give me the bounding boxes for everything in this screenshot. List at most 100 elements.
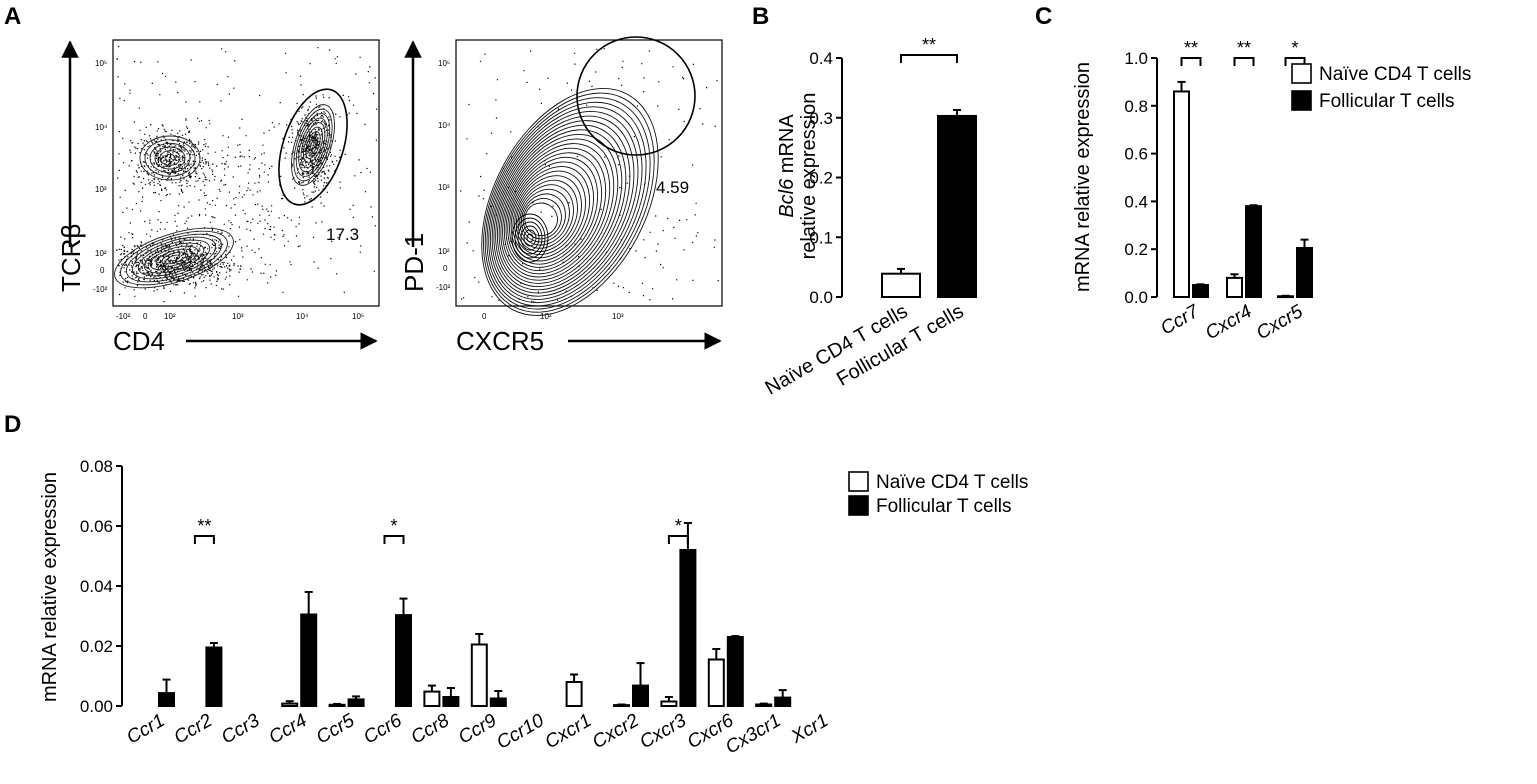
bar (1245, 205, 1262, 298)
contour-ring (515, 179, 578, 252)
bar (1277, 295, 1294, 299)
significance-bracket (1233, 57, 1255, 66)
y-tick-label: 0.08 (80, 457, 113, 476)
y-tick: 0 (100, 266, 105, 275)
y-tick-label: 0.06 (80, 517, 113, 536)
x-axis-label: CXCR5 (456, 326, 544, 356)
bar (489, 697, 507, 707)
y-axis-title-line2: relative expression (798, 93, 820, 260)
gate-percentage: 17.3 (326, 225, 359, 244)
y-tick-label: 0.0 (1124, 288, 1148, 307)
y-axis-label: TCRβ (56, 224, 86, 292)
contour-ring (507, 156, 599, 268)
flow-plot-tcrb-cd4: 17.3 TCRβ CD4 -10² 0 10² 10³ 10⁴ 10⁵ 10⁵… (56, 39, 380, 356)
contour-ring (493, 120, 631, 294)
x-tick-label: Ccr9 (455, 710, 501, 748)
y-tick-label: 0.8 (1124, 97, 1148, 116)
significance-label: ** (197, 516, 211, 536)
bar (281, 702, 299, 707)
y-tick: -10² (436, 283, 451, 292)
contour-ring (502, 143, 611, 278)
y-tick-label: 0.1 (809, 228, 833, 247)
x-tick: 10⁴ (296, 312, 309, 321)
contour-ring (514, 217, 546, 259)
x-tick-label: Ccr6 (360, 710, 406, 748)
significance-label: ** (1237, 38, 1251, 58)
contour-ring (295, 113, 331, 177)
significance-bracket (900, 54, 958, 63)
x-tick-label: Cxcr4 (1202, 301, 1255, 344)
contour-ring (524, 202, 558, 237)
y-tick: 10³ (95, 185, 107, 194)
significance-bracket (1284, 57, 1306, 66)
x-tick-label: Ccr3 (218, 710, 264, 748)
legend: Naïve CD4 T cells Follicular T cells (1291, 63, 1471, 112)
gate-ellipse (278, 88, 348, 206)
x-tick-label: Cxcr3 (636, 710, 690, 753)
y-axis-title: mRNA relative expression (39, 472, 61, 702)
bar (632, 684, 649, 707)
y-tick-label: 0.3 (809, 109, 833, 128)
chart-chemokine-receptors-full: mRNA relative expression 0.000.020.040.0… (39, 457, 1028, 758)
y-tick-label: 0.02 (80, 637, 113, 656)
y-tick-label: 0.2 (809, 169, 833, 188)
bar (660, 700, 678, 707)
y-tick-label: 0.00 (80, 697, 113, 716)
contour-ring (505, 152, 603, 272)
contour-ring (489, 110, 639, 300)
legend-label-follicular: Follicular T cells (876, 496, 1012, 517)
contour-ring (161, 251, 187, 265)
significance-bracket (1180, 57, 1202, 66)
bar (205, 646, 223, 707)
bar (347, 698, 365, 708)
chart-chemokine-receptors-small: mRNA relative expression 0.0 0.2 0.4 0.6 0.8… (1072, 38, 1471, 344)
bar (395, 614, 412, 707)
legend-label-naive: Naïve CD4 T cells (1319, 64, 1471, 85)
contour-ring (500, 138, 615, 281)
x-tick: 10³ (232, 312, 244, 321)
gate-percentage: 4.59 (656, 178, 689, 197)
contour-ring (512, 170, 586, 259)
x-tick-label: Xcr1 (787, 710, 832, 748)
legend-swatch-naive (848, 471, 869, 492)
bar (755, 703, 773, 707)
x-tick-label: Ccr1 (123, 710, 168, 748)
bar (707, 658, 725, 707)
y-tick-label: 0.4 (809, 49, 833, 68)
x-tick-label: Ccr10 (493, 710, 548, 754)
x-tick: 10² (540, 312, 552, 321)
contour-ring (291, 104, 335, 186)
flow-plot-pd1-cxcr5: 4.59 PD-1 CXCR5 0 10² 10³ 10⁵ 10⁴ 10³ 10… (399, 36, 723, 356)
significance-label: ** (1184, 38, 1198, 58)
contour-ring (526, 233, 534, 243)
contour-ring (517, 221, 543, 255)
bar (881, 272, 921, 299)
contour-ring (154, 146, 186, 170)
bar (1226, 276, 1243, 299)
bar (442, 696, 460, 707)
contour-ring (293, 108, 333, 182)
y-tick: 10² (95, 249, 107, 258)
x-tick-label: Ccr5 (313, 710, 359, 748)
x-tick-label: Ccr2 (171, 710, 217, 748)
significance-bracket (667, 535, 689, 544)
significance-label: ** (922, 35, 936, 55)
contour-ring (167, 254, 181, 262)
y-tick: 10⁵ (438, 59, 450, 68)
bar (1296, 247, 1313, 299)
contour-ring (144, 139, 196, 177)
bar (300, 613, 318, 707)
bar (158, 692, 175, 707)
contour-ring (143, 242, 205, 274)
contour-ring (149, 142, 191, 174)
contour-ring (114, 227, 234, 289)
legend-swatch-follicular (1291, 90, 1312, 111)
y-tick: -10² (93, 285, 108, 294)
contour-ring (139, 135, 201, 181)
y-tick-label: 0.2 (1124, 240, 1148, 259)
significance-label: * (675, 516, 682, 536)
significance-bracket (383, 535, 405, 544)
contour-ring (137, 239, 211, 277)
bar (937, 114, 977, 298)
legend-swatch-follicular (848, 495, 869, 516)
